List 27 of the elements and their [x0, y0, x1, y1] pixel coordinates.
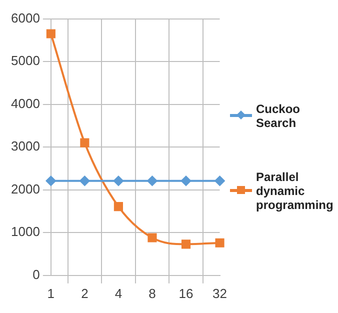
- x-tick-label: 2: [81, 286, 88, 301]
- legend-label: Cuckoo Search: [256, 102, 302, 130]
- y-tick-label: 6000: [11, 10, 40, 26]
- point: [181, 240, 191, 249]
- point: [80, 138, 90, 148]
- y-tick-label: 2000: [11, 181, 40, 196]
- point: [114, 202, 123, 212]
- point: [113, 176, 124, 186]
- legend-label: Parallel dynamic programming: [256, 170, 334, 212]
- x-tick-label: 8: [148, 286, 156, 301]
- point: [215, 238, 224, 248]
- point: [148, 233, 157, 242]
- y-tick-label: 5000: [11, 53, 40, 68]
- y-tick-label: 1000: [11, 224, 40, 240]
- x-tick-label: 1: [47, 286, 55, 301]
- y-tick-label: 4000: [11, 96, 40, 111]
- x-tick-label: 16: [178, 286, 194, 301]
- point: [46, 29, 56, 38]
- point: [147, 176, 158, 186]
- x-tick-label: 32: [212, 286, 228, 301]
- point: [80, 176, 90, 186]
- point: [214, 176, 225, 186]
- point: [181, 176, 191, 186]
- x-tick-label: 4: [114, 286, 122, 301]
- y-tick-label: 0: [32, 266, 40, 282]
- point: [46, 176, 56, 186]
- y-tick-label: 3000: [11, 138, 40, 154]
